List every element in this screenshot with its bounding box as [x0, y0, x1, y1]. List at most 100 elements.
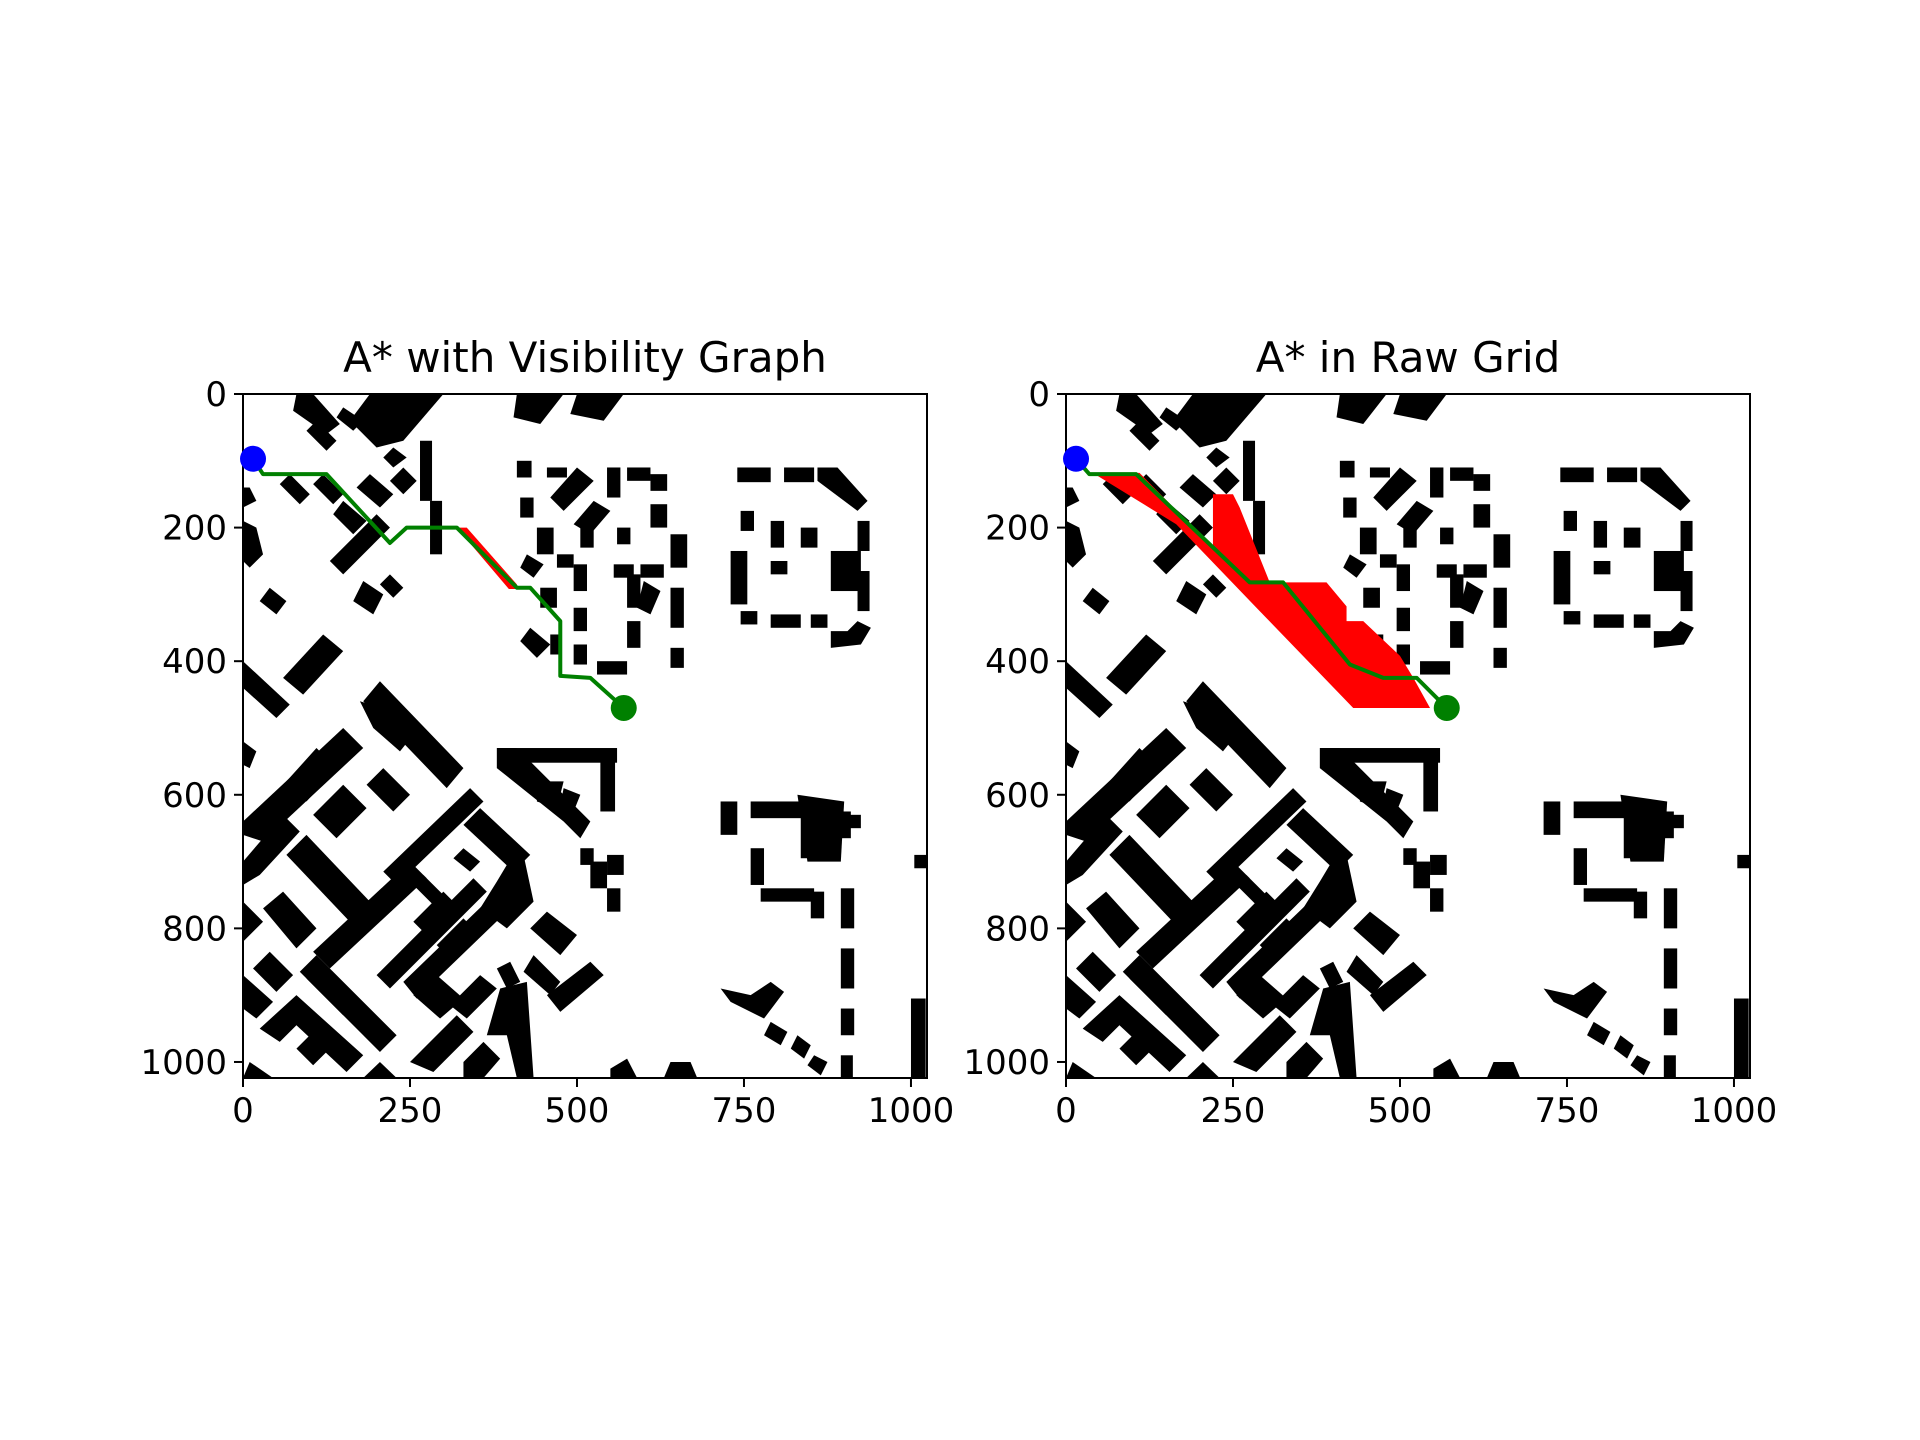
obstacle: [1152, 514, 1213, 575]
obstacle: [607, 888, 621, 912]
obstacle: [1309, 981, 1357, 1078]
obstacle: [259, 995, 364, 1072]
obstacle: [1396, 500, 1434, 535]
obstacle: [1186, 681, 1287, 789]
x-tick-label: 1000: [1691, 1091, 1778, 1131]
obstacle: [243, 1061, 274, 1078]
obstacle: [1353, 911, 1400, 956]
obstacle: [293, 394, 340, 435]
obstacle: [670, 587, 684, 628]
obstacle: [536, 781, 564, 809]
obstacle: [403, 891, 511, 999]
obstacle: [463, 1041, 501, 1078]
obstacle: [520, 554, 544, 578]
y-tick-label: 600: [162, 776, 227, 816]
y-tick-label: 400: [985, 642, 1050, 682]
obstacle: [253, 951, 294, 992]
x-tick-label: 750: [1535, 1091, 1600, 1131]
obstacle: [1379, 554, 1397, 568]
obstacle: [366, 768, 410, 812]
obstacle: [383, 788, 484, 885]
obstacle: [1460, 581, 1484, 615]
obstacle: [573, 500, 611, 535]
obstacle: [546, 467, 567, 478]
obstacle: [1396, 607, 1411, 632]
obstacle: [349, 394, 444, 448]
y-tick-label: 0: [1028, 375, 1050, 415]
obstacle: [573, 607, 588, 632]
obstacle: [1226, 891, 1334, 999]
obstacle: [650, 474, 668, 491]
plot-area: [243, 394, 927, 1078]
obstacle: [243, 975, 274, 1019]
obstacle: [263, 891, 317, 949]
obstacle: [243, 901, 264, 942]
obstacle: [463, 808, 531, 872]
x-tick-label: 250: [1201, 1091, 1266, 1131]
y-tick-label: 200: [985, 509, 1050, 549]
goal-marker: [1433, 694, 1460, 721]
obstacle: [840, 948, 855, 989]
obstacle: [296, 1035, 327, 1066]
obstacle: [1066, 520, 1087, 568]
obstacle: [1286, 808, 1354, 872]
obstacle: [1066, 975, 1097, 1019]
obstacle: [1680, 520, 1693, 551]
obstacle: [480, 854, 534, 929]
obstacle: [740, 611, 758, 625]
obstacle: [857, 571, 870, 612]
obstacle: [279, 474, 310, 505]
obstacle: [1623, 527, 1641, 548]
obstacle: [1236, 874, 1267, 905]
obstacle: [764, 1021, 788, 1046]
obstacle: [299, 955, 397, 1052]
obstacle: [1396, 564, 1411, 592]
obstacle: [1273, 975, 1320, 1019]
obstacle: [1136, 861, 1250, 969]
obstacle: [1393, 394, 1447, 421]
obstacle: [1373, 467, 1417, 511]
start-marker: [1063, 445, 1090, 472]
obstacle: [770, 614, 801, 628]
obstacle: [597, 661, 628, 675]
obstacle: [830, 811, 851, 839]
obstacle: [640, 564, 664, 578]
obstacle: [1179, 474, 1217, 508]
obstacle: [243, 814, 300, 885]
obstacle: [259, 587, 287, 615]
obstacle: [283, 634, 344, 695]
obstacle: [760, 888, 815, 902]
x-tick-label: 750: [712, 1091, 777, 1131]
obstacle: [1109, 834, 1193, 922]
obstacle: [627, 467, 651, 481]
obstacle: [353, 581, 384, 615]
obstacle: [720, 981, 785, 1019]
obstacle: [1450, 621, 1464, 648]
obstacle: [1680, 571, 1693, 612]
obstacle: [486, 981, 534, 1078]
obstacle: [1369, 467, 1390, 478]
obstacle: [840, 888, 855, 929]
obstacle: [409, 1015, 474, 1072]
obstacle: [857, 520, 870, 551]
obstacle: [670, 534, 688, 568]
obstacle: [1346, 955, 1384, 996]
obstacle: [313, 861, 427, 969]
obstacle: [1587, 1021, 1611, 1046]
obstacle: [556, 554, 574, 568]
obstacle: [1286, 1041, 1324, 1078]
obstacle: [1343, 497, 1357, 518]
obstacle: [1253, 500, 1266, 555]
path-line: [251, 457, 626, 710]
obstacle: [650, 504, 668, 528]
obstacle: [1122, 955, 1220, 1052]
obstacle: [573, 564, 588, 592]
chart-title: A* with Visibility Graph: [343, 333, 827, 382]
obstacle: [1359, 781, 1387, 809]
obstacle: [830, 550, 861, 592]
obstacle: [1663, 888, 1678, 929]
y-tick-label: 800: [162, 909, 227, 949]
obstacle: [1663, 948, 1678, 989]
path-line: [1074, 457, 1449, 710]
